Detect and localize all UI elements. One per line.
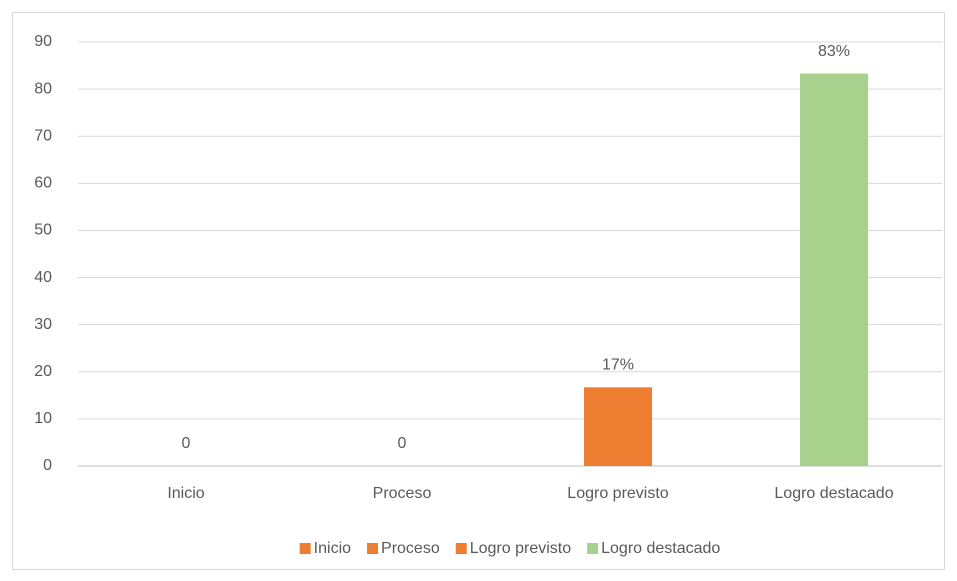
y-tick-label: 30 — [34, 316, 52, 333]
y-tick-label: 50 — [34, 222, 52, 239]
data-label: 83% — [818, 43, 850, 60]
legend-swatch — [455, 543, 467, 554]
legend: Inicio Proceso Logro previsto Logro destaca… — [299, 540, 720, 557]
x-tick-label: Inicio — [167, 485, 204, 502]
legend-swatch — [587, 543, 599, 554]
bar — [584, 387, 652, 466]
bar — [800, 73, 868, 466]
x-tick-label: Logro destacado — [774, 485, 893, 502]
y-tick-label: 20 — [34, 363, 52, 380]
y-tick-label: 0 — [43, 457, 52, 474]
y-tick-label: 10 — [34, 410, 52, 427]
legend-swatch — [299, 543, 311, 554]
legend-label: Logro destacado — [601, 540, 720, 557]
x-tick-label: Logro previsto — [567, 485, 668, 502]
y-tick-label: 60 — [34, 175, 52, 192]
data-label: 17% — [602, 357, 634, 374]
y-tick-label: 70 — [34, 127, 52, 144]
y-tick-label: 40 — [34, 269, 52, 286]
data-label: 0 — [398, 435, 407, 452]
chart-border — [12, 12, 945, 570]
legend-label: Proceso — [381, 540, 440, 557]
y-tick-label: 90 — [34, 33, 52, 50]
legend-label: Inicio — [314, 540, 351, 557]
y-tick-label: 80 — [34, 80, 52, 97]
legend-swatch — [367, 543, 379, 554]
legend-label: Logro previsto — [470, 540, 571, 557]
data-label: 0 — [182, 435, 191, 452]
x-tick-label: Proceso — [373, 485, 432, 502]
